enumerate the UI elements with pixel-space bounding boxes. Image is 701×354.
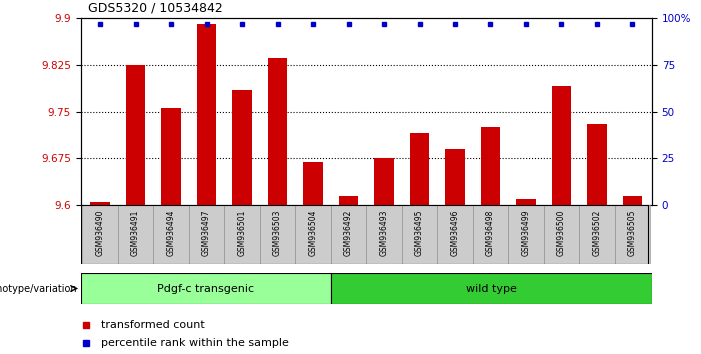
Bar bbox=[402, 205, 437, 264]
Text: percentile rank within the sample: percentile rank within the sample bbox=[101, 338, 289, 348]
Bar bbox=[552, 86, 571, 205]
Text: transformed count: transformed count bbox=[101, 320, 205, 330]
Text: GSM936494: GSM936494 bbox=[167, 210, 176, 257]
Text: GSM936505: GSM936505 bbox=[628, 210, 637, 257]
Bar bbox=[118, 205, 154, 264]
Bar bbox=[268, 58, 287, 205]
Text: GSM936496: GSM936496 bbox=[451, 210, 459, 257]
Text: GSM936490: GSM936490 bbox=[95, 210, 104, 257]
Bar bbox=[189, 205, 224, 264]
Bar bbox=[331, 205, 366, 264]
Bar bbox=[437, 205, 472, 264]
Text: GSM936501: GSM936501 bbox=[238, 210, 247, 256]
Bar bbox=[161, 108, 181, 205]
Text: GSM936499: GSM936499 bbox=[522, 210, 531, 257]
Text: GSM936493: GSM936493 bbox=[379, 210, 388, 257]
Bar bbox=[579, 205, 615, 264]
Bar bbox=[126, 65, 145, 205]
Text: GSM936498: GSM936498 bbox=[486, 210, 495, 256]
Text: GSM936491: GSM936491 bbox=[131, 210, 140, 256]
Bar bbox=[224, 205, 260, 264]
Bar bbox=[544, 205, 579, 264]
Bar bbox=[516, 199, 536, 205]
Bar bbox=[331, 273, 652, 304]
Text: GSM936503: GSM936503 bbox=[273, 210, 282, 257]
Bar bbox=[615, 205, 650, 264]
Text: wild type: wild type bbox=[465, 284, 517, 293]
Text: GSM936497: GSM936497 bbox=[202, 210, 211, 257]
Bar bbox=[445, 149, 465, 205]
Bar bbox=[472, 205, 508, 264]
Text: genotype/variation: genotype/variation bbox=[0, 284, 77, 293]
Bar bbox=[83, 205, 118, 264]
Text: GSM936502: GSM936502 bbox=[592, 210, 601, 256]
Bar bbox=[374, 158, 394, 205]
Bar bbox=[622, 196, 642, 205]
Bar bbox=[481, 127, 501, 205]
Bar bbox=[260, 205, 295, 264]
Bar bbox=[366, 205, 402, 264]
Text: GSM936495: GSM936495 bbox=[415, 210, 424, 257]
Bar bbox=[90, 202, 110, 205]
Bar bbox=[154, 205, 189, 264]
Text: GDS5320 / 10534842: GDS5320 / 10534842 bbox=[88, 1, 222, 14]
Text: GSM936492: GSM936492 bbox=[344, 210, 353, 256]
Bar bbox=[508, 205, 544, 264]
Bar bbox=[410, 133, 429, 205]
Bar bbox=[81, 273, 331, 304]
Text: GSM936500: GSM936500 bbox=[557, 210, 566, 257]
Bar bbox=[587, 124, 606, 205]
Text: Pdgf-c transgenic: Pdgf-c transgenic bbox=[157, 284, 254, 293]
Bar bbox=[295, 205, 331, 264]
Bar bbox=[339, 196, 358, 205]
Text: GSM936504: GSM936504 bbox=[308, 210, 318, 257]
Bar bbox=[304, 161, 322, 205]
Bar bbox=[197, 24, 217, 205]
Bar bbox=[232, 90, 252, 205]
